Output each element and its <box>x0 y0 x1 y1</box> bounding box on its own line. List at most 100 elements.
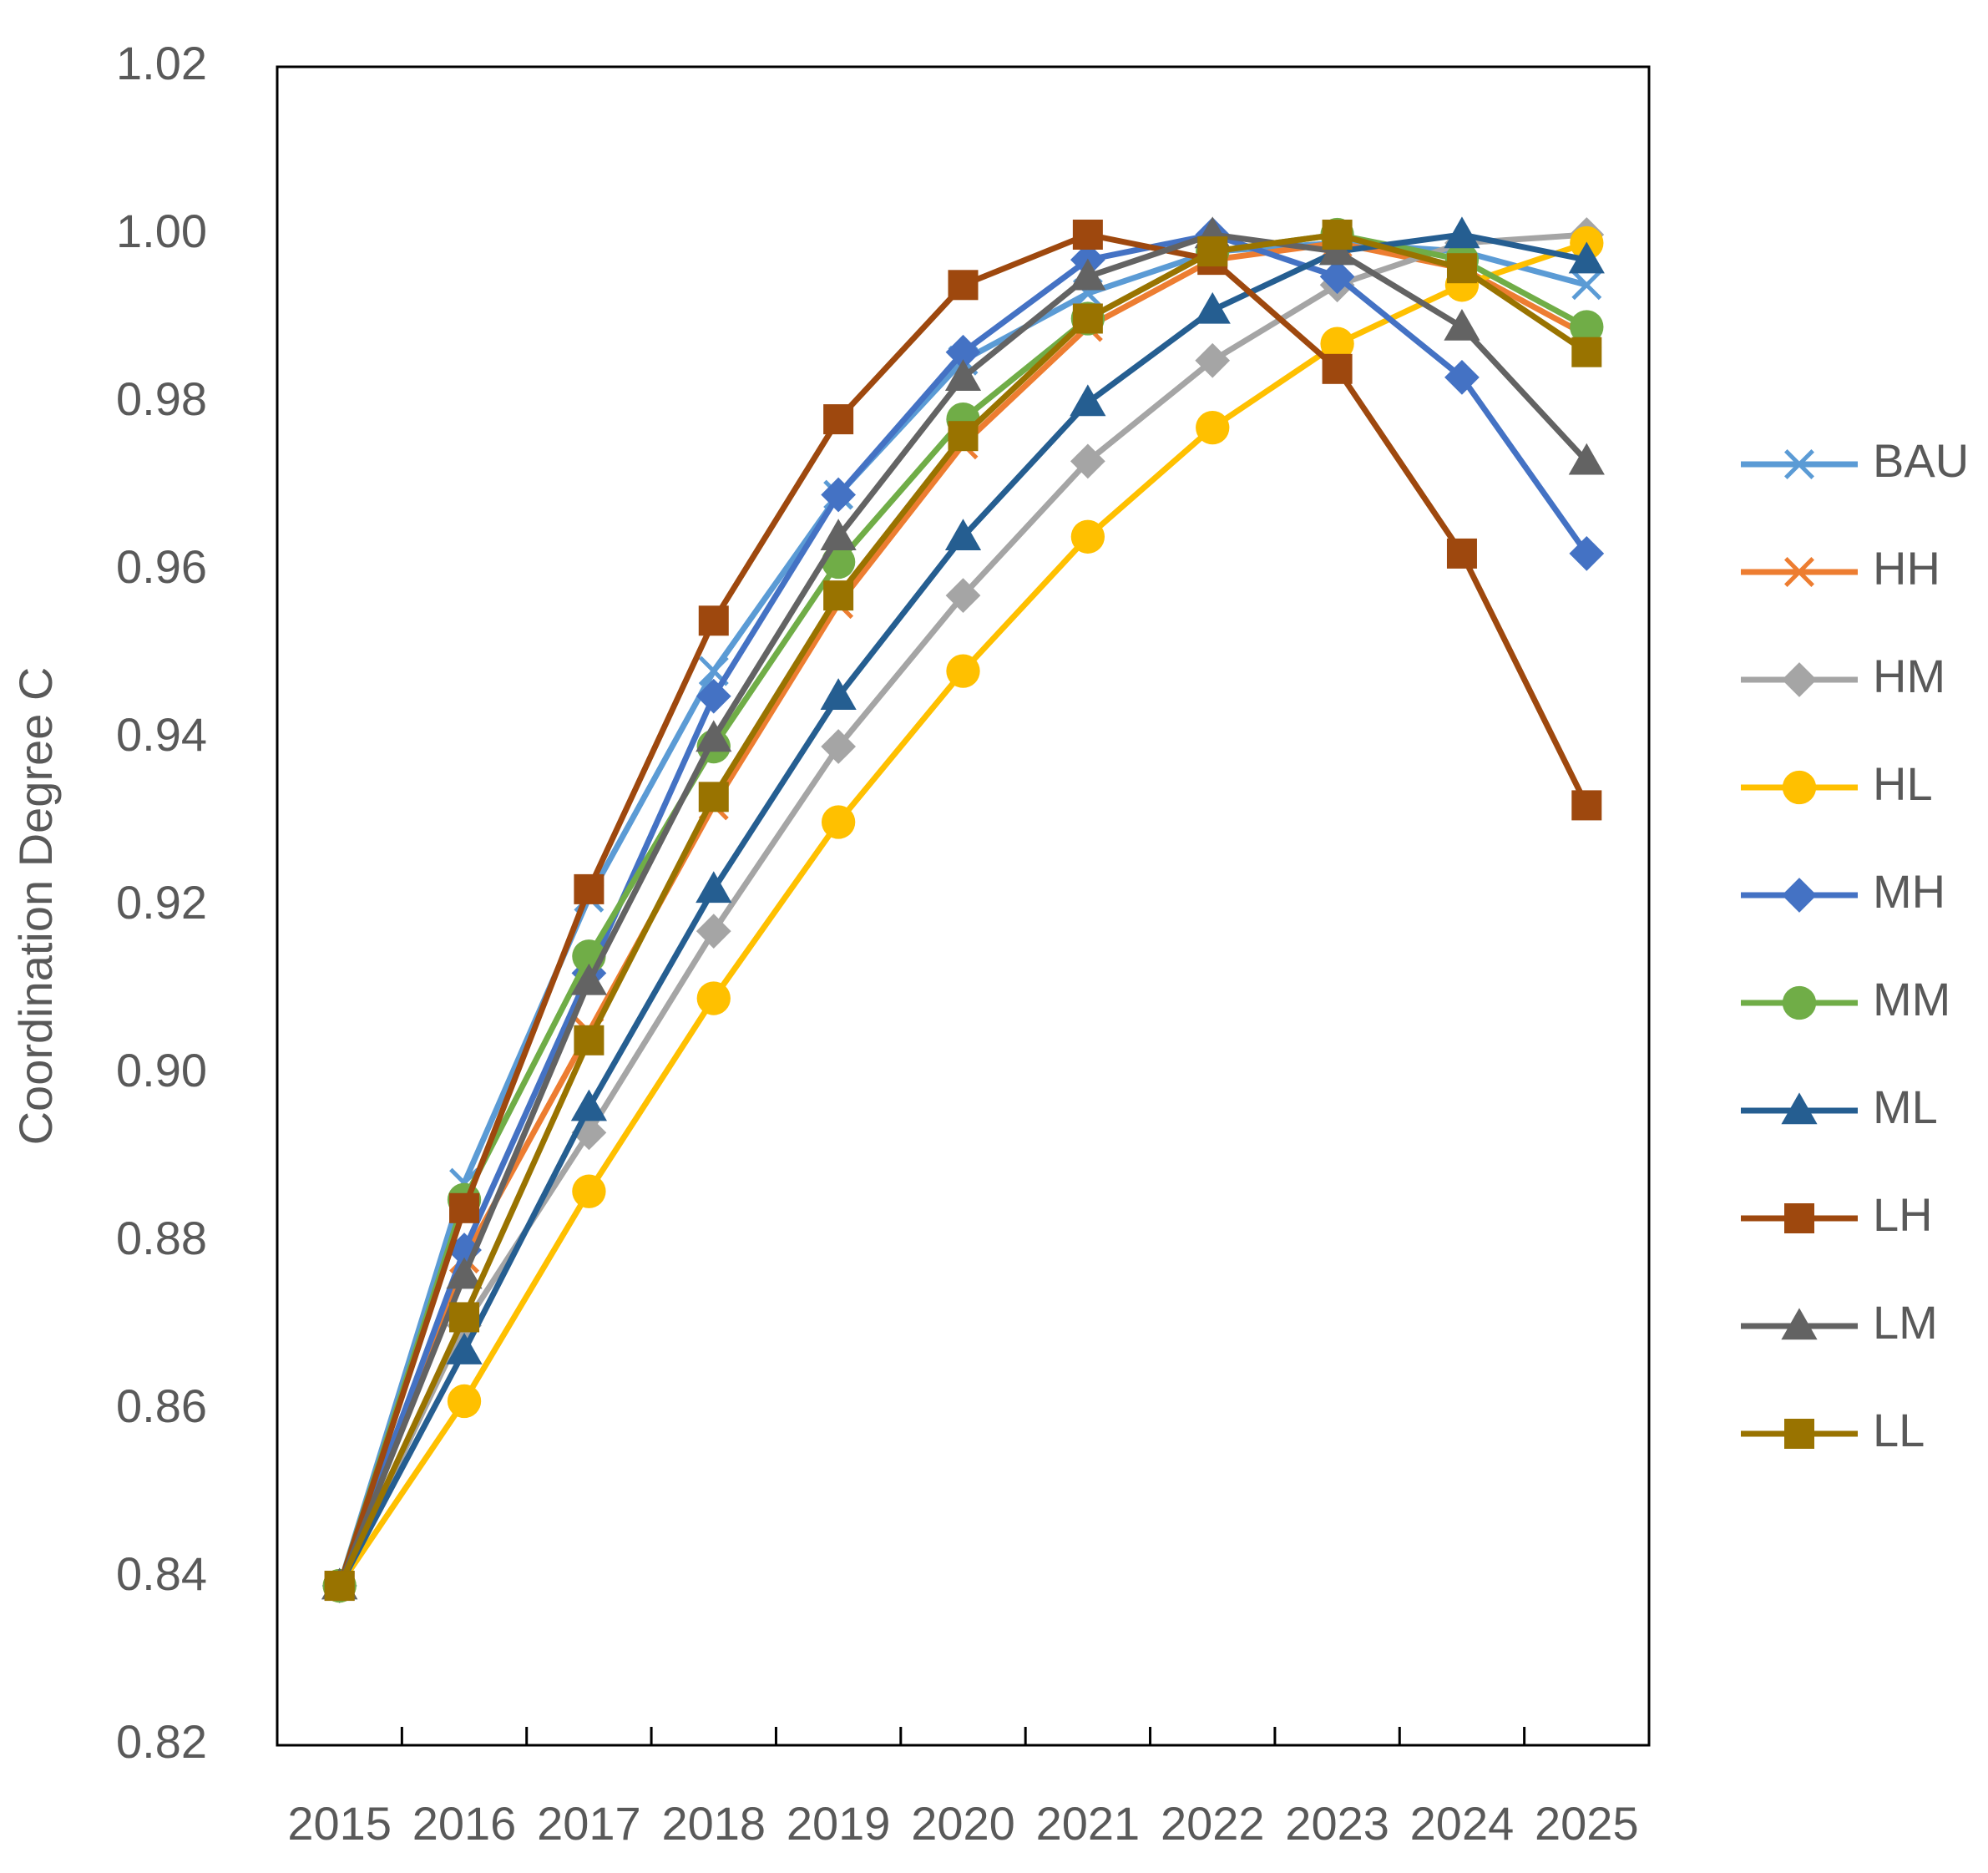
data-point-marker <box>1784 557 1814 587</box>
legend-item-hh: HH <box>1741 542 1940 595</box>
y-tick-label: 0.90 <box>116 1044 207 1096</box>
legend-item-hm: HM <box>1741 650 1945 702</box>
legend-label: BAU <box>1873 434 1969 487</box>
series-layer <box>321 216 1605 1603</box>
data-point-marker <box>823 404 854 435</box>
y-tick-label: 1.00 <box>116 205 207 257</box>
plot-area-frame <box>276 65 1651 1747</box>
data-point-marker <box>945 334 981 370</box>
y-tick-label: 0.84 <box>116 1547 207 1600</box>
data-point-marker <box>944 519 982 550</box>
data-point-marker <box>820 678 857 710</box>
data-point-marker <box>570 1089 608 1121</box>
data-point-marker <box>696 720 732 752</box>
data-point-marker <box>1444 308 1480 341</box>
data-point-marker <box>1781 1092 1818 1125</box>
data-point-marker <box>449 1302 480 1333</box>
legend-item-ml: ML <box>1741 1081 1938 1133</box>
legend-item-lm: LM <box>1741 1296 1938 1349</box>
data-point-marker <box>944 359 982 392</box>
data-point-marker <box>446 1333 483 1364</box>
data-point-marker <box>324 1571 355 1602</box>
data-point-marker <box>1322 220 1353 250</box>
data-point-marker <box>570 963 608 995</box>
data-point-marker <box>446 1257 483 1289</box>
x-tick-label: 2021 <box>1036 1797 1141 1850</box>
data-point-marker <box>1571 270 1602 301</box>
legend: BAU HH HM HL MH MM ML LH LM LL <box>1741 434 1969 1456</box>
data-point-marker <box>572 1174 606 1208</box>
x-tick-label: 2024 <box>1410 1797 1515 1850</box>
data-point-marker <box>1196 410 1230 445</box>
legend-label: MH <box>1873 865 1945 918</box>
x-tick-label: 2022 <box>1161 1797 1265 1850</box>
x-tick-label: 2015 <box>287 1797 392 1850</box>
data-point-marker <box>945 578 981 614</box>
data-point-marker <box>1571 337 1602 367</box>
y-tick-label: 0.98 <box>116 372 207 425</box>
legend-label: LL <box>1873 1404 1925 1456</box>
legend-item-mm: MM <box>1741 973 1950 1025</box>
data-point-marker <box>1070 519 1105 554</box>
legend-item-bau: BAU <box>1741 434 1969 487</box>
data-point-marker <box>1782 662 1817 697</box>
data-point-marker <box>1070 384 1106 417</box>
data-point-marker <box>698 782 729 812</box>
legend-label: HL <box>1873 757 1933 810</box>
data-point-marker <box>821 805 856 839</box>
data-point-marker <box>1444 216 1480 249</box>
data-point-marker <box>696 871 732 904</box>
y-tick-label: 0.82 <box>116 1715 207 1768</box>
data-point-marker <box>696 914 731 949</box>
data-point-marker <box>696 981 731 1015</box>
data-point-marker <box>1194 291 1231 324</box>
series-lh <box>324 220 1602 1602</box>
x-tick-label: 2023 <box>1285 1797 1389 1850</box>
x-axis: 2015 2016 2017 2018 2019 2020 2021 2022 2023 2024… <box>287 1727 1639 1850</box>
data-point-marker <box>820 519 857 550</box>
legend-item-hl: HL <box>1741 757 1933 810</box>
data-point-marker <box>1072 303 1103 334</box>
data-point-marker <box>696 678 731 714</box>
data-point-marker <box>1444 359 1480 395</box>
data-point-marker <box>447 1384 482 1419</box>
y-tick-label: 0.88 <box>116 1212 207 1264</box>
y-tick-label: 0.92 <box>116 876 207 929</box>
x-tick-label: 2016 <box>412 1797 517 1850</box>
x-tick-label: 2020 <box>911 1797 1015 1850</box>
data-point-marker <box>1072 220 1103 250</box>
y-tick-label: 1.02 <box>116 37 207 89</box>
data-point-marker <box>1781 1308 1818 1340</box>
data-point-marker <box>1571 790 1602 821</box>
series-ll <box>324 220 1602 1602</box>
data-point-marker <box>948 421 979 452</box>
legend-label: LH <box>1873 1188 1933 1241</box>
data-point-marker <box>1446 253 1477 284</box>
data-point-marker <box>946 654 980 688</box>
legend-label: LM <box>1873 1296 1938 1349</box>
y-tick-label: 0.96 <box>116 540 207 593</box>
legend-label: HM <box>1873 650 1945 702</box>
data-point-marker <box>1320 327 1354 361</box>
x-tick-label: 2017 <box>537 1797 641 1850</box>
data-point-marker <box>698 605 729 636</box>
data-point-marker <box>1784 449 1814 479</box>
y-tick-label: 0.86 <box>116 1379 207 1432</box>
y-tick-label: 0.94 <box>116 708 207 761</box>
legend-item-mh: MH <box>1741 865 1945 918</box>
data-point-marker <box>1070 443 1105 479</box>
data-point-marker <box>574 1025 604 1055</box>
data-point-marker <box>1784 1419 1814 1449</box>
data-point-marker <box>574 873 604 904</box>
data-point-marker <box>1782 770 1817 805</box>
data-point-marker <box>948 270 979 301</box>
data-point-marker <box>823 580 854 611</box>
data-point-marker <box>1569 536 1605 571</box>
data-point-marker <box>1319 259 1355 295</box>
data-point-marker <box>1782 985 1817 1020</box>
legend-item-lh: LH <box>1741 1188 1933 1241</box>
legend-label: HH <box>1873 542 1940 595</box>
